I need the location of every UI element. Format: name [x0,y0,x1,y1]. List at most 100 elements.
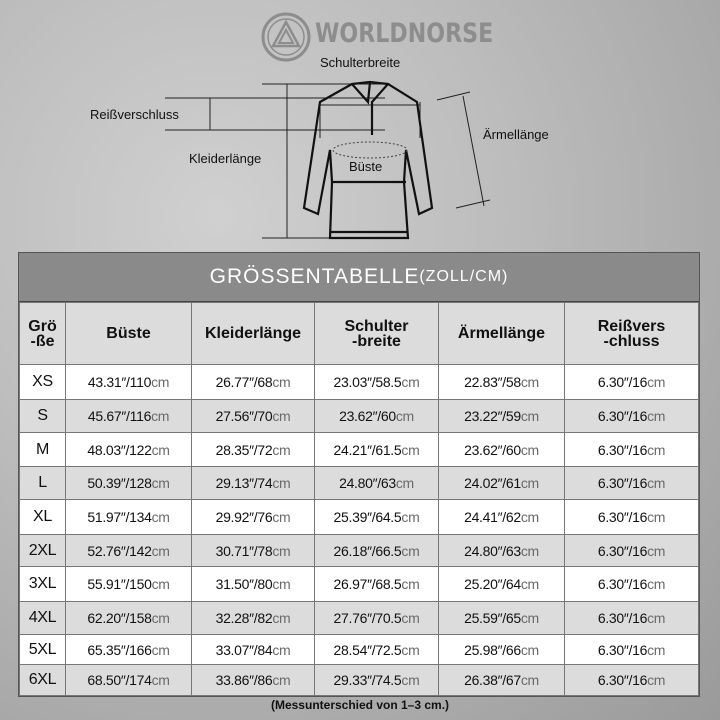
measurement-unit: cm [647,610,666,626]
measurement-value: 6.30″/16 [597,509,648,525]
column-header-text: -ße [30,332,55,350]
measurement-value: 6.30″/16 [597,610,648,626]
measurement-value: 26.77″/68 [215,374,273,390]
measurement-value: 24.80″/63 [339,475,396,491]
table-title-unit: (ZOLL/CM) [419,268,509,285]
measurement-value: 24.02″/61 [464,475,521,491]
measurement-cell-sleeve-length: 26.38″/67cm [438,664,565,696]
measurement-value: 27.56″/70 [215,408,273,424]
measurement-unit: cm [647,509,666,525]
measurement-unit: cm [272,672,291,688]
measurement-value: 6.30″/16 [597,374,648,390]
measurement-cell-shoulder-width: 26.18″/66.5cm [314,534,439,567]
measurement-cell-zipper: 6.30″/16cm [564,399,699,433]
measurement-unit: cm [151,374,170,390]
measurement-value: 26.38″/67 [464,672,521,688]
measurement-cell-sleeve-length: 25.98″/66cm [438,634,565,665]
label-shoulder-width: Schulterbreite [320,55,401,70]
column-header-text: -chluss [603,332,660,350]
measurement-cell-length: 33.07″/84cm [191,634,315,665]
measurement-unit: cm [401,374,420,390]
size-cell: 4XL [19,601,66,635]
measurement-value: 33.86″/86 [215,672,273,688]
column-header-size: Grö -ße [19,302,66,365]
measurement-unit: cm [272,441,291,458]
measurement-unit: cm [520,641,539,658]
measurement-value: 23.62″/60 [464,441,521,458]
measurement-unit: cm [647,475,666,491]
measurement-unit: cm [151,475,170,491]
measurement-value: 6.30″/16 [597,475,648,491]
measurement-cell-shoulder-width: 26.97″/68.5cm [314,566,439,602]
measurement-unit: cm [272,374,291,390]
sweater-outline [302,80,434,240]
brand-name: WORLDNORSE [315,18,494,49]
measurement-cell-zipper: 6.30″/16cm [564,634,699,665]
measurement-unit: cm [520,509,539,525]
measurement-unit: cm [395,408,414,424]
measurement-cell-shoulder-width: 24.21″/61.5cm [314,432,439,467]
size-table: GRÖSSENTABELLE (ZOLL/CM) Grö -ße Büste Kleid… [18,252,700,697]
measurement-value: 43.31″/110 [87,374,152,390]
size-cell: S [19,399,66,433]
measurement-unit: cm [647,641,666,658]
size-cell: 3XL [19,566,66,602]
column-header-zipper: Reißvers -chluss [564,302,699,365]
measurement-value: 28.54″/72.5 [333,641,402,658]
measurement-unit: cm [647,374,666,390]
measurement-value: 62.20″/158 [87,610,152,626]
measurement-cell-sleeve-length: 23.22″/59cm [438,399,565,433]
measurement-unit: cm [520,542,539,559]
measurement-value: 6.30″/16 [597,672,648,688]
measurement-unit: cm [520,374,539,390]
measurement-value: 25.59″/65 [464,610,521,626]
measurement-cell-shoulder-width: 25.39″/64.5cm [314,499,439,535]
measurement-cell-zipper: 6.30″/16cm [564,364,699,400]
measurement-value: 55.91″/150 [87,576,152,592]
measurement-value: 27.76″/70.5 [333,610,402,626]
size-cell: XL [19,499,66,535]
measurement-cell-length: 28.35″/72cm [191,432,315,467]
measurement-unit: cm [151,672,170,688]
measurement-note: (Messunterschied von 1–3 cm.) [270,698,450,712]
measurement-value: 6.30″/16 [597,641,648,658]
measurement-unit: cm [520,441,539,458]
measurement-value: 29.92″/76 [215,509,273,525]
measurement-value: 68.50″/174 [87,672,152,688]
measurement-cell-bust: 43.31″/110cm [65,364,192,400]
measurement-cell-length: 31.50″/80cm [191,566,315,602]
measurement-unit: cm [151,576,170,592]
measurement-cell-shoulder-width: 23.62″/60cm [314,399,439,433]
size-cell: 2XL [19,534,66,567]
label-length: Kleiderlänge [189,151,262,166]
measurement-value: 33.07″/84 [215,641,273,658]
measurement-unit: cm [272,610,291,626]
column-header-text: Kleiderlänge [204,325,302,342]
measurement-cell-bust: 55.91″/150cm [65,566,192,602]
label-bust: Büste [349,159,383,174]
measurement-cell-length: 27.56″/70cm [191,399,315,433]
table-title: GRÖSSENTABELLE (ZOLL/CM) [19,253,699,302]
measurement-value: 32.28″/82 [215,610,273,626]
measurement-value: 26.18″/66.5 [333,542,402,559]
measurement-value: 52.76″/142 [87,542,152,559]
measurement-cell-bust: 51.97″/134cm [65,499,192,535]
measurement-unit: cm [401,441,420,458]
measurement-unit: cm [272,509,291,525]
table-row: 4XL 62.20″/158cm 32.28″/82cm 27.76″/70.5cm 2… [19,601,699,635]
measurement-cell-length: 26.77″/68cm [191,364,315,400]
size-cell: XS [19,364,66,400]
measurement-value: 29.33″/74.5 [333,672,402,688]
size-cell: 5XL [19,634,66,665]
measurement-unit: cm [272,475,291,491]
measurement-cell-length: 32.28″/82cm [191,601,315,635]
measurement-cell-shoulder-width: 24.80″/63cm [314,466,439,500]
measurement-cell-shoulder-width: 27.76″/70.5cm [314,601,439,635]
table-row: 5XL 65.35″/166cm 33.07″/84cm 28.54″/72.5cm 2… [19,634,699,665]
garment-diagram [165,80,491,240]
measurement-unit: cm [647,408,666,424]
measurement-unit: cm [151,408,170,424]
measurement-unit: cm [401,509,420,525]
table-row: XS 43.31″/110cm 26.77″/68cm 23.03″/58.5cm 22… [19,364,699,400]
measurement-cell-zipper: 6.30″/16cm [564,432,699,467]
